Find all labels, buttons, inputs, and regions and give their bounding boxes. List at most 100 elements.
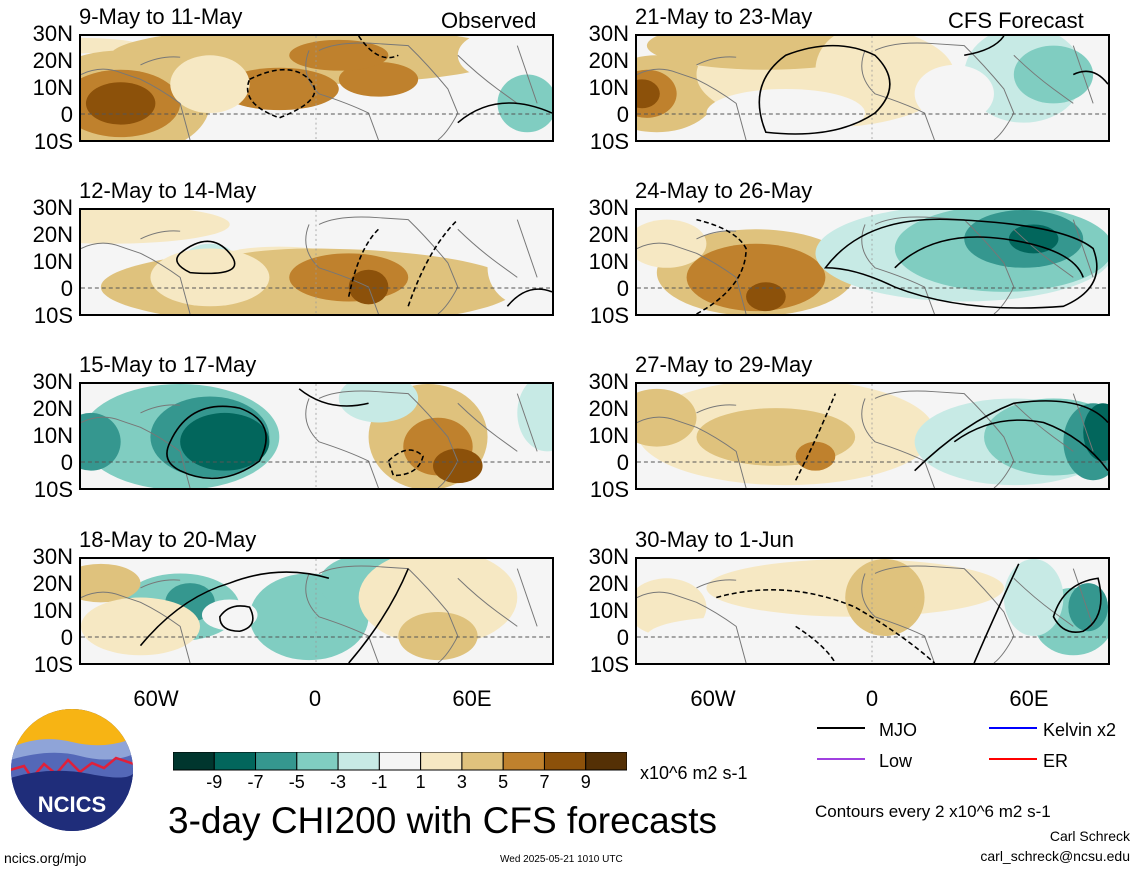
anomaly-region xyxy=(870,568,920,617)
anomaly-region xyxy=(180,412,270,471)
lat-tick-label: 0 xyxy=(60,625,73,650)
lat-tick-label: 30N xyxy=(32,21,73,46)
colorbar-tick-label: -5 xyxy=(288,772,305,792)
colorbar-tick-label: -3 xyxy=(330,772,347,792)
lon-tick-label: 60E xyxy=(452,686,492,711)
contour-legend: MJO Kelvin x2 Low ER xyxy=(815,720,1135,780)
lat-tick-label: 10N xyxy=(32,598,73,623)
mjo-contour xyxy=(246,69,316,119)
author: Carl Schreck xyxy=(1049,828,1130,844)
coastline xyxy=(637,216,1094,314)
lat-tick-label: 10N xyxy=(588,249,629,274)
lat-tick-label: 0 xyxy=(616,276,629,301)
anomaly-region xyxy=(517,384,552,452)
coastline xyxy=(637,565,1094,663)
colorbar-tick-label: -1 xyxy=(371,772,388,792)
lat-tick-label: 10N xyxy=(32,75,73,100)
legend-kelvin: Kelvin x2 xyxy=(1043,720,1117,740)
anomaly-region xyxy=(497,74,552,133)
colorbar-swatch xyxy=(255,751,298,771)
anomaly-region xyxy=(1083,403,1108,462)
mjo-contour xyxy=(219,605,254,632)
mjo-contour xyxy=(1052,577,1102,633)
anomaly-region xyxy=(358,559,518,646)
mjo-contour xyxy=(348,568,409,663)
panel-title: 12-May to 14-May xyxy=(79,178,257,203)
lat-tick-label: 10S xyxy=(33,303,73,328)
lat-tick-label: 10S xyxy=(33,652,73,677)
lat-tick-label: 10S xyxy=(33,477,73,502)
lat-tick-label: 20N xyxy=(32,396,73,421)
coastline xyxy=(81,390,538,488)
anomaly-region xyxy=(338,384,419,423)
mjo-contour xyxy=(823,218,1098,309)
colorbar-units: x10^6 m2 s-1 xyxy=(640,763,748,783)
mjo-contour xyxy=(794,393,837,481)
colorbar-tick-label: -7 xyxy=(247,772,264,792)
mjo-contour xyxy=(716,589,936,663)
lat-tick-label: 20N xyxy=(588,222,629,247)
anomaly-region xyxy=(433,448,483,484)
coastline xyxy=(81,42,538,140)
anomaly-region xyxy=(646,616,826,656)
coastline xyxy=(637,42,1094,140)
legend-er: ER xyxy=(1043,751,1069,771)
lat-tick-label: 10S xyxy=(589,303,629,328)
lat-tick-label: 10S xyxy=(589,652,629,677)
map-panel-2 xyxy=(79,382,554,490)
lon-tick-label: 60W xyxy=(690,686,736,711)
mjo-contour xyxy=(1072,70,1108,85)
lat-tick-label: 30N xyxy=(588,544,629,569)
anomaly-region xyxy=(746,282,786,312)
lat-tick-label: 0 xyxy=(616,102,629,127)
author-email: carl_schreck@ncsu.edu xyxy=(980,848,1130,864)
coastline xyxy=(81,216,538,314)
anomaly-region xyxy=(1013,45,1094,104)
lat-tick-label: 30N xyxy=(32,195,73,220)
map-panel-6 xyxy=(635,382,1110,490)
anomaly-region xyxy=(81,597,200,656)
lat-tick-label: 0 xyxy=(60,102,73,127)
mjo-contour xyxy=(357,36,399,59)
map-panel-4 xyxy=(635,34,1110,142)
panel-title: 15-May to 17-May xyxy=(79,352,257,377)
site-url: ncics.org/mjo xyxy=(4,850,87,866)
panel-title: 27-May to 29-May xyxy=(635,352,813,377)
lat-tick-label: 10N xyxy=(32,249,73,274)
anomaly-region xyxy=(81,412,121,471)
forecast-header: CFS Forecast xyxy=(948,8,1084,33)
mjo-contour xyxy=(795,625,837,663)
anomaly-region xyxy=(795,441,836,471)
lat-tick-label: 10S xyxy=(589,477,629,502)
map-panel-3 xyxy=(79,557,554,665)
lat-tick-label: 10N xyxy=(32,423,73,448)
map-panel-0 xyxy=(79,34,554,142)
coastline xyxy=(637,390,1094,488)
lon-tick-label: 60E xyxy=(1009,686,1049,711)
mjo-contour xyxy=(298,388,369,407)
anomaly-region xyxy=(637,219,707,268)
mjo-contour xyxy=(953,419,1108,472)
colorbar-swatch xyxy=(296,751,339,771)
colorbar-swatch xyxy=(461,751,504,771)
panel-title: 18-May to 20-May xyxy=(79,527,257,552)
mjo-contour xyxy=(506,288,552,307)
anomaly-region xyxy=(637,79,660,109)
colorbar xyxy=(172,751,628,777)
contour-note: Contours every 2 x10^6 m2 s-1 xyxy=(815,802,1051,821)
lat-tick-label: 10N xyxy=(588,598,629,623)
anomaly-region xyxy=(1068,583,1108,632)
lat-tick-label: 30N xyxy=(588,195,629,220)
colorbar-swatch xyxy=(585,751,628,771)
anomaly-region xyxy=(170,55,250,114)
lat-tick-label: 10S xyxy=(33,129,73,154)
colorbar-tick-label: -9 xyxy=(206,772,223,792)
anomaly-region xyxy=(279,403,339,462)
lon-tick-label: 60W xyxy=(133,686,179,711)
map-panel-5 xyxy=(635,208,1110,316)
lat-tick-label: 20N xyxy=(588,571,629,596)
lat-tick-label: 10N xyxy=(588,75,629,100)
anomaly-region xyxy=(201,599,258,631)
mjo-contour xyxy=(914,400,1108,472)
coastline xyxy=(81,565,538,663)
